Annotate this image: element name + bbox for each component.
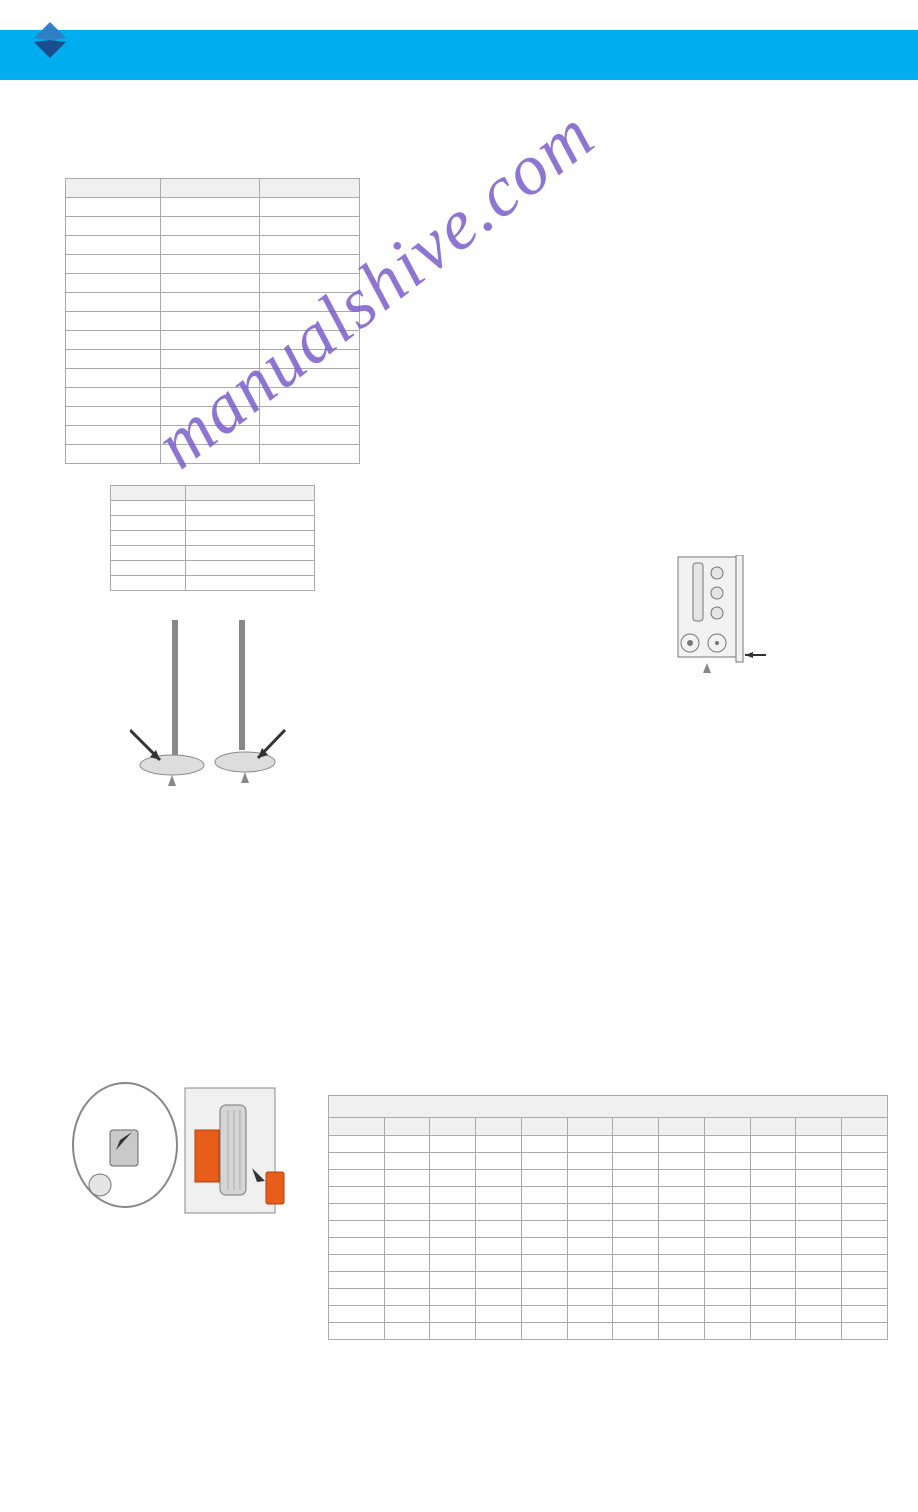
- brand-logo-icon: [30, 20, 70, 60]
- t1-h3: [260, 179, 360, 198]
- valve-diagram: [130, 610, 290, 800]
- spec-table-1: [65, 178, 360, 464]
- t2-h1: [111, 486, 186, 501]
- carburetor-diagram: [70, 1080, 290, 1230]
- t1-h1: [66, 179, 161, 198]
- spec-table-2: [110, 485, 315, 591]
- spec-table-3: [328, 1095, 888, 1340]
- t3-top-header: [329, 1096, 888, 1118]
- t2-h2: [185, 486, 314, 501]
- t1-h2: [160, 179, 260, 198]
- device-diagram: [673, 555, 768, 675]
- header-bar: [0, 30, 918, 80]
- t1-r0c0: [66, 198, 161, 217]
